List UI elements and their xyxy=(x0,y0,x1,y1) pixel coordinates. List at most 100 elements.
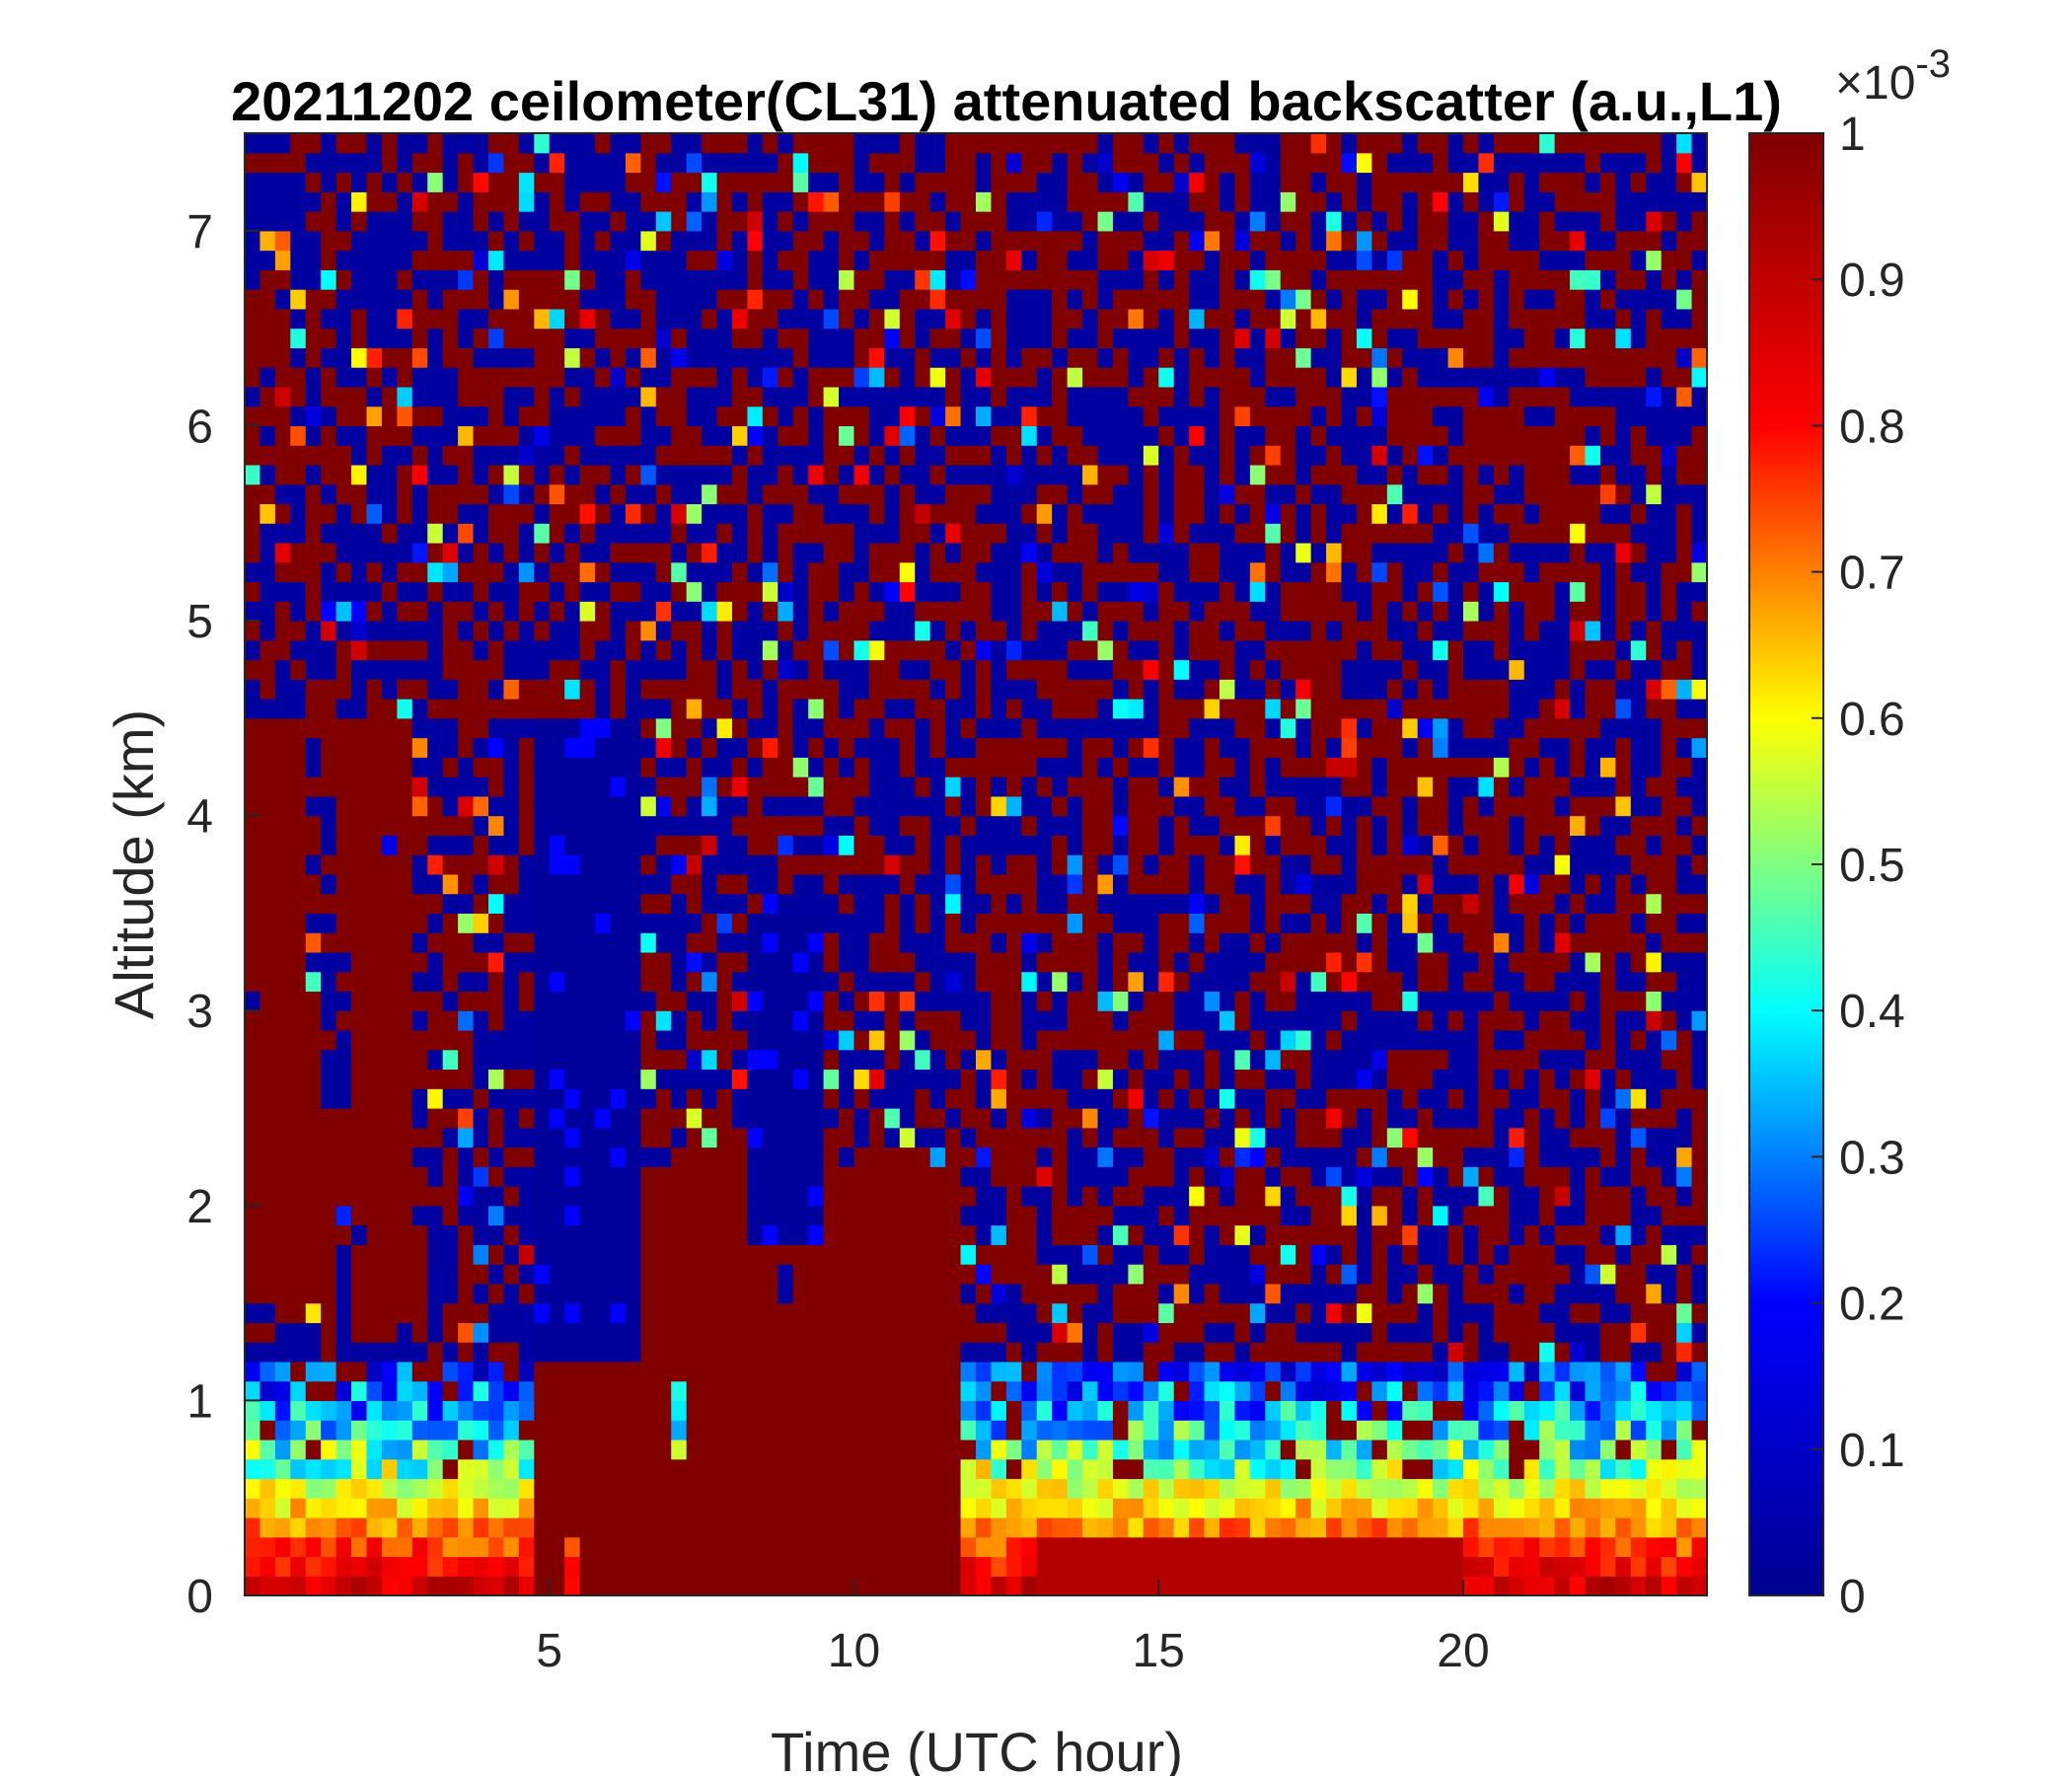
heatmap-cell xyxy=(274,445,291,466)
heatmap-cell xyxy=(488,1342,505,1363)
heatmap-cell xyxy=(259,1010,276,1031)
heatmap-cell xyxy=(1204,445,1221,466)
heatmap-cell xyxy=(777,172,794,192)
heatmap-cell xyxy=(321,561,337,583)
heatmap-cell xyxy=(381,386,398,407)
heatmap-cell xyxy=(1249,1342,1266,1363)
heatmap-cell xyxy=(655,679,672,700)
heatmap-cell xyxy=(610,1147,627,1167)
heatmap-cell xyxy=(1021,757,1038,777)
heatmap-cell xyxy=(671,1283,688,1304)
heatmap-cell xyxy=(1220,347,1236,368)
heatmap-cell xyxy=(686,777,703,797)
heatmap-cell xyxy=(625,542,641,563)
heatmap-cell xyxy=(853,347,870,368)
heatmap-cell xyxy=(305,1439,322,1460)
heatmap-cell xyxy=(884,425,901,446)
heatmap-cell xyxy=(1128,1186,1145,1207)
heatmap-cell xyxy=(366,425,383,446)
heatmap-cell xyxy=(655,893,672,914)
heatmap-cell xyxy=(321,621,337,641)
heatmap-cell xyxy=(595,1576,612,1596)
heatmap-cell xyxy=(1005,659,1022,680)
heatmap-cell xyxy=(991,1049,1007,1071)
heatmap-cell xyxy=(503,1069,520,1089)
heatmap-cell xyxy=(595,757,612,777)
heatmap-cell xyxy=(1234,873,1251,895)
heatmap-cell xyxy=(929,172,946,192)
heatmap-cell xyxy=(245,464,261,485)
heatmap-cell xyxy=(945,795,962,817)
heatmap-cell xyxy=(366,1420,383,1441)
heatmap-cell xyxy=(335,1498,352,1518)
heatmap-cell xyxy=(549,951,565,973)
heatmap-cell xyxy=(839,1069,855,1089)
heatmap-cell xyxy=(716,639,733,661)
heatmap-cell xyxy=(1036,639,1053,661)
heatmap-cell xyxy=(777,913,794,933)
heatmap-cell xyxy=(610,1478,627,1499)
heatmap-cell xyxy=(381,152,398,174)
heatmap-cell xyxy=(366,1029,383,1051)
heatmap-cell xyxy=(518,1576,535,1596)
heatmap-cell xyxy=(945,250,962,270)
heatmap-cell xyxy=(976,913,993,933)
heatmap-cell xyxy=(839,913,855,933)
heatmap-cell xyxy=(397,230,413,252)
heatmap-cell xyxy=(335,1283,352,1304)
heatmap-cell xyxy=(808,1127,825,1148)
heatmap-cell xyxy=(1204,913,1221,933)
heatmap-cell xyxy=(1112,1088,1129,1109)
heatmap-cell xyxy=(321,230,337,252)
heatmap-cell xyxy=(1082,133,1099,154)
heatmap-cell xyxy=(1112,464,1129,485)
heatmap-cell xyxy=(960,777,977,797)
heatmap-cell xyxy=(397,1342,413,1363)
heatmap-cell xyxy=(1021,1498,1038,1518)
heatmap-cell xyxy=(458,211,475,232)
heatmap-cell xyxy=(1067,1439,1083,1460)
heatmap-cell xyxy=(366,991,383,1011)
heatmap-cell xyxy=(1189,601,1206,622)
heatmap-cell xyxy=(1189,1069,1206,1089)
heatmap-cell xyxy=(747,523,764,544)
heatmap-cell xyxy=(868,152,885,174)
heatmap-cell xyxy=(564,1224,581,1245)
heatmap-cell xyxy=(488,601,505,622)
heatmap-cell xyxy=(1021,386,1038,407)
heatmap-cell xyxy=(1158,211,1175,232)
heatmap-cell xyxy=(1173,347,1190,368)
heatmap-cell xyxy=(1082,1361,1099,1382)
heatmap-cell xyxy=(1143,289,1159,310)
heatmap-cell xyxy=(1021,1147,1038,1167)
heatmap-cell xyxy=(671,717,688,739)
heatmap-cell xyxy=(762,152,778,174)
heatmap-cell xyxy=(1173,639,1190,661)
heatmap-cell xyxy=(716,1186,733,1207)
heatmap-cell xyxy=(458,1264,475,1285)
heatmap-cell xyxy=(1220,1576,1236,1596)
heatmap-cell xyxy=(777,308,794,330)
heatmap-cell xyxy=(473,757,489,777)
heatmap-cell xyxy=(1204,1576,1221,1596)
heatmap-cell xyxy=(366,152,383,174)
heatmap-cell xyxy=(351,893,368,914)
heatmap-cell xyxy=(929,1420,946,1441)
heatmap-cell xyxy=(655,425,672,446)
heatmap-cell xyxy=(702,757,718,777)
heatmap-cell xyxy=(625,717,641,739)
heatmap-cell xyxy=(1067,581,1083,602)
heatmap-cell xyxy=(458,1127,475,1148)
heatmap-cell xyxy=(1067,1361,1083,1382)
heatmap-cell xyxy=(976,367,993,388)
heatmap-cell xyxy=(1220,581,1236,602)
heatmap-cell xyxy=(808,347,825,368)
heatmap-cell xyxy=(1036,951,1053,973)
heatmap-cell xyxy=(991,1556,1007,1577)
heatmap-cell xyxy=(777,1342,794,1363)
heatmap-cell xyxy=(1173,1069,1190,1089)
heatmap-cell xyxy=(792,1088,809,1109)
heatmap-cell xyxy=(1249,1458,1266,1480)
heatmap-cell xyxy=(1234,445,1251,466)
heatmap-cell xyxy=(579,1127,596,1148)
